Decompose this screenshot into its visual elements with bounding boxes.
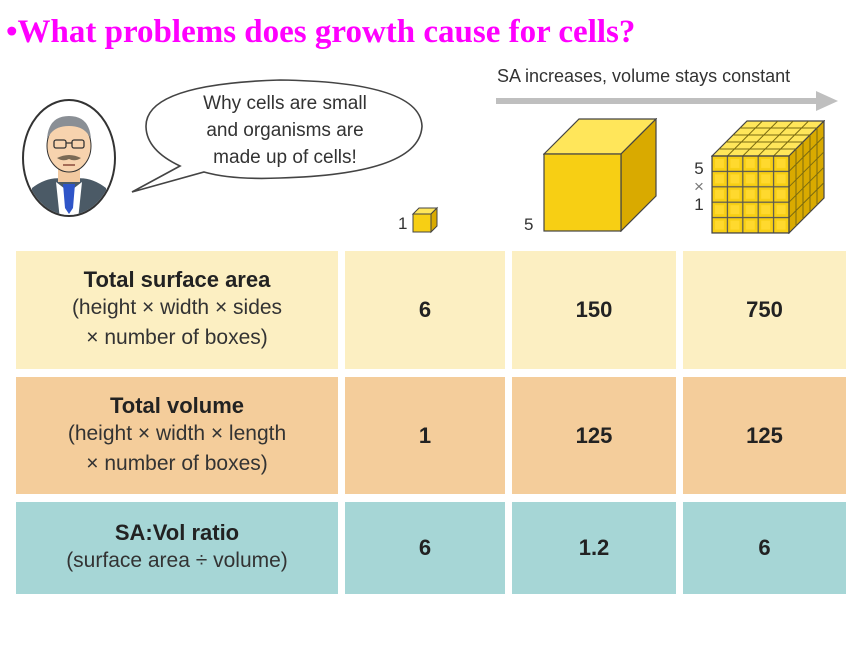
row-heading-formula: × number of boxes) [86, 326, 268, 349]
table-cell: 1 [345, 377, 505, 494]
row-heading-ratio: SA:Vol ratio (surface area ÷ volume) [16, 502, 338, 594]
table-cell: 125 [512, 377, 676, 494]
row-heading-title: Total surface area [83, 267, 271, 292]
large-cube-icon [543, 118, 657, 232]
table-cell: 150 [512, 251, 676, 369]
small-cube-label: 1 [398, 214, 408, 233]
scientist-portrait [22, 99, 116, 217]
bubble-line: Why cells are small [203, 93, 367, 114]
row-heading-formula: (height × width × length [67, 421, 287, 445]
table-cell: 750 [683, 251, 846, 369]
many-cubes-label: 5 × 1 [692, 160, 706, 214]
large-cube-label: 5 [524, 215, 534, 234]
row-heading-formula: (surface area ÷ volume) [66, 549, 288, 572]
many-cubes-label-count: 5 [694, 159, 704, 178]
table-cell: 6 [345, 251, 505, 369]
right-arrow-icon [496, 91, 838, 111]
row-heading-title: SA:Vol ratio [114, 520, 240, 545]
many-cubes-label-side: 1 [694, 195, 704, 214]
small-cube-icon [411, 206, 439, 234]
row-heading-volume: Total volume (height × width × length × … [16, 377, 338, 494]
table-cell: 6 [345, 502, 505, 594]
speech-bubble-text: Why cells are small and organisms are ma… [170, 90, 400, 171]
arrow-caption: SA increases, volume stays constant [497, 66, 791, 86]
row-heading-surface-area: Total surface area (height × width × sid… [16, 251, 338, 369]
table-cell: 6 [683, 502, 846, 594]
table-cell: 125 [683, 377, 846, 494]
row-heading-formula: × number of boxes) [86, 451, 268, 475]
table-cell: 1.2 [512, 502, 676, 594]
bubble-line: made up of cells! [213, 147, 357, 168]
row-heading-title: Total volume [109, 392, 245, 418]
small-cubes-grid-icon [711, 120, 825, 234]
row-heading-formula: (height × width × sides [71, 296, 283, 319]
bubble-line: and organisms are [206, 120, 364, 141]
speech-bubble [131, 79, 423, 193]
slide-title: •What problems does growth cause for cel… [6, 14, 636, 50]
many-cubes-label-times: × [694, 177, 704, 196]
